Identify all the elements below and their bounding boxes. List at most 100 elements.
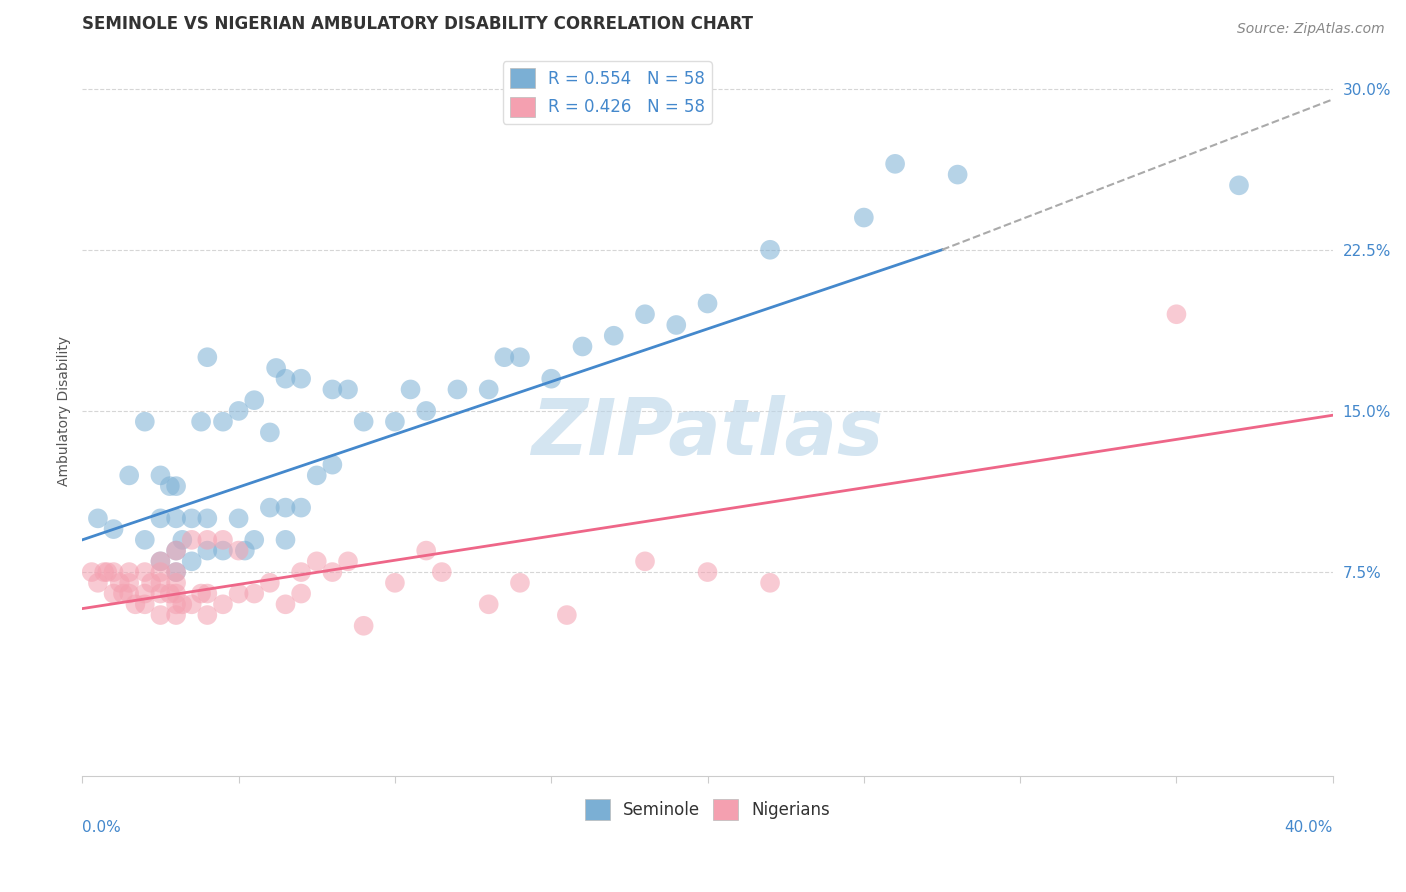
Point <box>111 586 134 600</box>
Point <box>212 415 235 429</box>
Point <box>305 554 328 568</box>
Point <box>603 328 626 343</box>
Point <box>555 608 578 623</box>
Point <box>165 608 187 623</box>
Point <box>96 565 118 579</box>
Point <box>478 383 501 397</box>
Point <box>87 511 110 525</box>
Point <box>321 458 343 472</box>
Point <box>228 404 250 418</box>
Point <box>274 597 297 611</box>
Point <box>228 543 250 558</box>
Point <box>134 415 156 429</box>
Point <box>159 479 181 493</box>
Text: 0.0%: 0.0% <box>83 820 121 835</box>
Point <box>415 404 437 418</box>
Point <box>259 500 281 515</box>
Point <box>165 575 187 590</box>
Point <box>195 608 218 623</box>
Point <box>634 307 657 321</box>
Text: Source: ZipAtlas.com: Source: ZipAtlas.com <box>1237 22 1385 37</box>
Point <box>884 157 907 171</box>
Point <box>259 575 281 590</box>
Point <box>195 586 218 600</box>
Point <box>509 575 531 590</box>
Point <box>165 543 187 558</box>
Point <box>243 586 266 600</box>
Point <box>180 597 202 611</box>
Point <box>228 586 250 600</box>
Point <box>571 339 593 353</box>
Point <box>243 393 266 408</box>
Point <box>228 511 250 525</box>
Point <box>337 554 360 568</box>
Y-axis label: Ambulatory Disability: Ambulatory Disability <box>58 336 72 486</box>
Point <box>353 415 375 429</box>
Text: ZIPatlas: ZIPatlas <box>531 395 883 471</box>
Point <box>134 565 156 579</box>
Point <box>118 468 141 483</box>
Point <box>165 543 187 558</box>
Point <box>134 597 156 611</box>
Point <box>540 372 562 386</box>
Point <box>159 586 181 600</box>
Point <box>212 543 235 558</box>
Point <box>103 565 125 579</box>
Point <box>290 565 312 579</box>
Point <box>149 554 172 568</box>
Point <box>696 296 718 310</box>
Text: SEMINOLE VS NIGERIAN AMBULATORY DISABILITY CORRELATION CHART: SEMINOLE VS NIGERIAN AMBULATORY DISABILI… <box>83 15 754 33</box>
Point <box>180 511 202 525</box>
Point <box>478 597 501 611</box>
Point <box>274 500 297 515</box>
Point <box>149 575 172 590</box>
Point <box>353 619 375 633</box>
Point <box>290 372 312 386</box>
Point <box>149 565 172 579</box>
Point <box>290 586 312 600</box>
Point <box>305 468 328 483</box>
Point <box>259 425 281 440</box>
Point <box>180 554 202 568</box>
Point <box>180 533 202 547</box>
Point <box>172 533 194 547</box>
Point <box>384 415 406 429</box>
Point <box>852 211 875 225</box>
Point <box>446 383 468 397</box>
Point <box>634 554 657 568</box>
Point <box>212 597 235 611</box>
Point <box>415 543 437 558</box>
Point <box>430 565 453 579</box>
Point <box>165 511 187 525</box>
Legend: Seminole, Nigerians: Seminole, Nigerians <box>578 793 837 826</box>
Point <box>103 522 125 536</box>
Point <box>321 565 343 579</box>
Point <box>80 565 103 579</box>
Point <box>384 575 406 590</box>
Point <box>124 597 146 611</box>
Point <box>233 543 256 558</box>
Point <box>696 565 718 579</box>
Point <box>195 543 218 558</box>
Point <box>149 608 172 623</box>
Point <box>118 586 141 600</box>
Point <box>149 511 172 525</box>
Point <box>118 565 141 579</box>
Point <box>321 383 343 397</box>
Point <box>759 243 782 257</box>
Point <box>108 575 131 590</box>
Point <box>165 565 187 579</box>
Point <box>134 533 156 547</box>
Point <box>337 383 360 397</box>
Point <box>139 575 162 590</box>
Point <box>195 350 218 364</box>
Point <box>87 575 110 590</box>
Point <box>399 383 422 397</box>
Point <box>665 318 688 332</box>
Point <box>290 500 312 515</box>
Point <box>149 586 172 600</box>
Point <box>195 511 218 525</box>
Point <box>494 350 516 364</box>
Point <box>946 168 969 182</box>
Point <box>149 554 172 568</box>
